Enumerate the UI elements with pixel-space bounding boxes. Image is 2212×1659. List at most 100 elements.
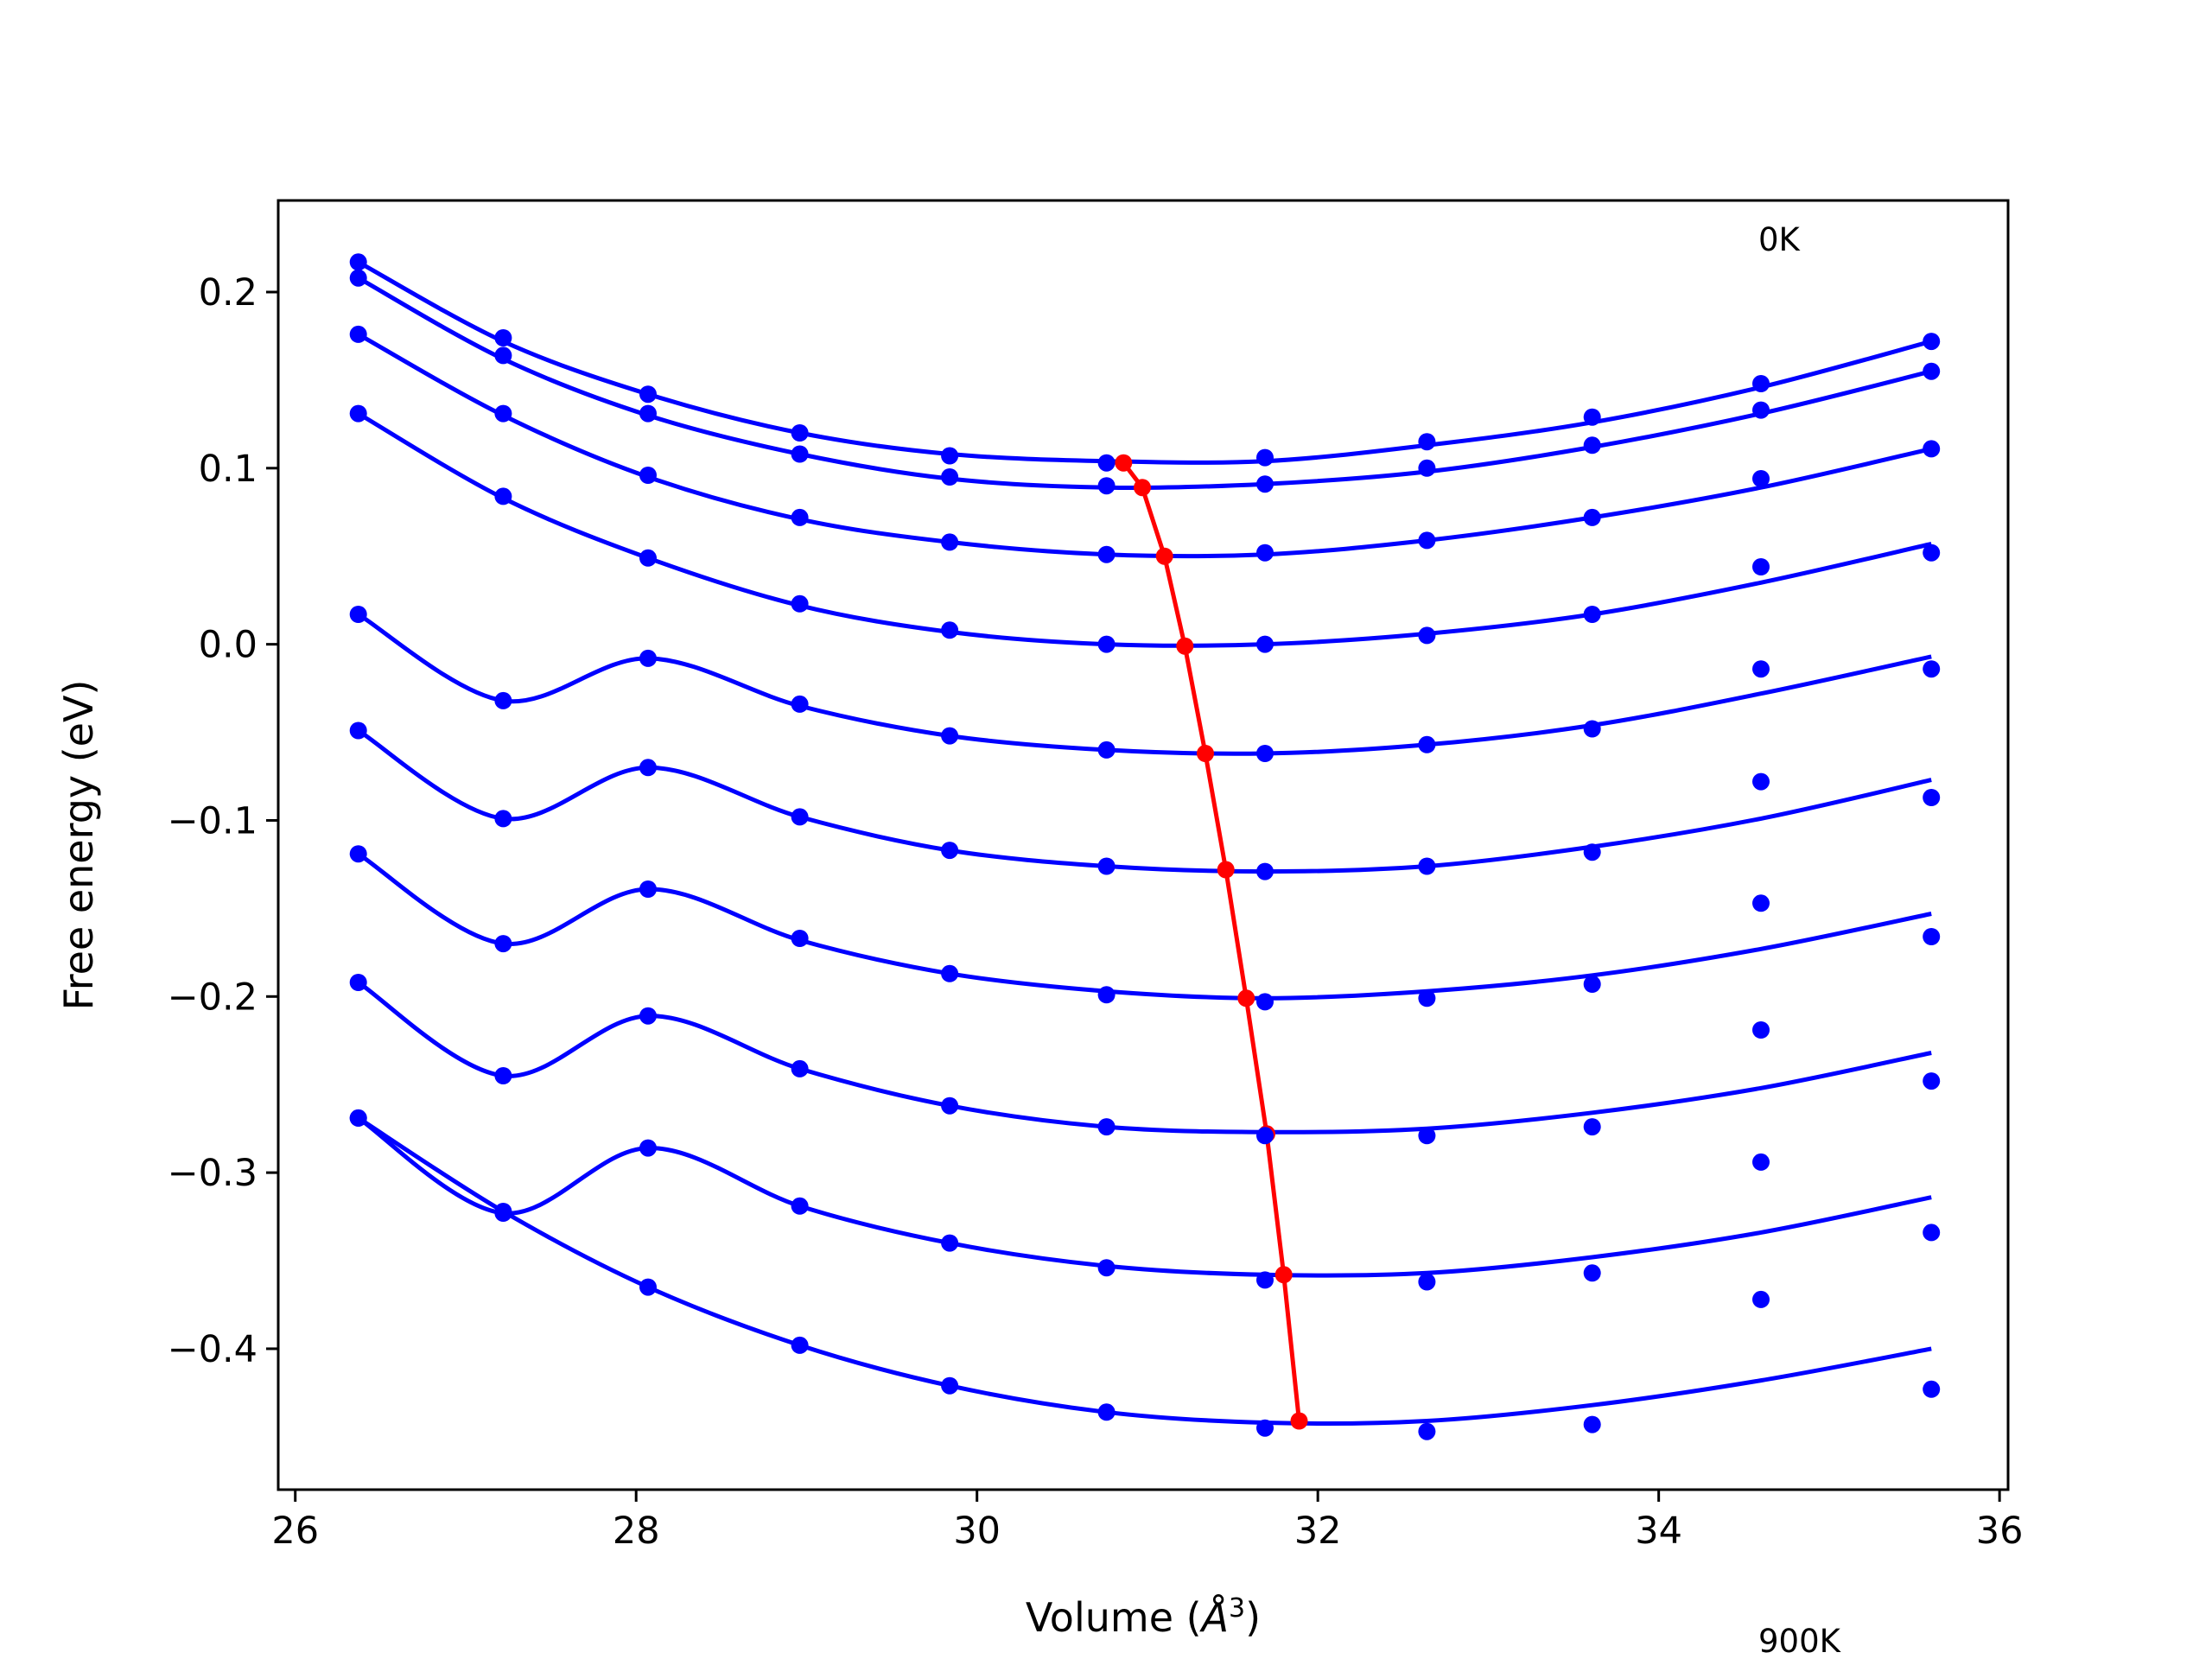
data-point (1097, 477, 1116, 495)
data-point (1418, 1422, 1436, 1440)
data-point (791, 1336, 809, 1354)
fit-curves (357, 260, 1932, 1427)
data-point (791, 808, 809, 826)
y-tick-label: −0.2 (168, 976, 257, 1019)
data-point (1583, 408, 1601, 426)
data-point (1418, 626, 1436, 645)
data-point (1752, 1021, 1770, 1039)
data-point (1583, 976, 1601, 993)
x-tick-label: 36 (1976, 1510, 2024, 1553)
data-point (1256, 543, 1274, 562)
x-axis-label-close: ) (1245, 1594, 1261, 1641)
minimum-point (1155, 547, 1173, 565)
data-point (1256, 993, 1274, 1011)
data-point (1923, 660, 1941, 678)
data-point (1583, 508, 1601, 526)
data-point (349, 845, 367, 863)
y-tick-label: −0.1 (168, 799, 257, 842)
data-point (1752, 660, 1770, 678)
data-point (1418, 989, 1436, 1007)
data-point (791, 1197, 809, 1215)
minimum-point (1176, 637, 1194, 655)
data-point (494, 1203, 512, 1220)
data-point (1097, 741, 1116, 759)
data-point (494, 404, 512, 423)
data-point (1583, 436, 1601, 454)
data-point (1097, 1403, 1116, 1421)
x-axis-label-text: Volume ( (1026, 1594, 1202, 1641)
data-point (1752, 1153, 1770, 1171)
minimum-point (1237, 989, 1255, 1007)
data-point (1418, 531, 1436, 550)
data-point (494, 329, 512, 346)
minimum-point (1274, 1266, 1293, 1284)
data-point (941, 1234, 959, 1252)
data-point (1923, 1072, 1941, 1090)
minimum-line (1122, 461, 1301, 1421)
data-point (1097, 986, 1116, 1004)
data-point (1256, 1127, 1274, 1145)
data-point (1583, 606, 1601, 623)
data-point (1256, 635, 1274, 653)
data-point (941, 1376, 959, 1395)
data-point (941, 1096, 959, 1115)
data-point (1752, 894, 1770, 912)
fit-curve-2 (357, 332, 1932, 559)
data-point (1256, 745, 1274, 762)
data-point (1097, 857, 1116, 875)
data-point (639, 549, 657, 567)
data-point (349, 1109, 367, 1127)
data-point (1583, 720, 1601, 738)
data-point (1256, 1271, 1274, 1289)
annotation-0k: 0K (1758, 221, 1802, 258)
fit-curve-7 (357, 980, 1932, 1135)
data-point (494, 346, 512, 365)
data-point (1923, 928, 1941, 945)
data-point (1923, 543, 1941, 562)
y-tick-label: −0.3 (168, 1152, 257, 1195)
data-point (1256, 1419, 1274, 1437)
x-tick-label: 32 (1294, 1510, 1342, 1553)
data-point (941, 842, 959, 860)
data-point (1752, 558, 1770, 575)
data-point (1923, 362, 1941, 380)
data-point (1752, 772, 1770, 791)
data-point (1923, 1224, 1941, 1242)
data-point (1097, 1118, 1116, 1136)
fit-curve-3 (357, 411, 1932, 648)
data-point (1752, 401, 1770, 419)
x-tick-label: 26 (271, 1510, 319, 1553)
data-point (349, 269, 367, 287)
data-point (1097, 454, 1116, 472)
data-point (1097, 635, 1116, 653)
data-point (791, 695, 809, 713)
data-point (1256, 475, 1274, 493)
data-point (1418, 1273, 1436, 1291)
data-point (1418, 1127, 1436, 1145)
x-axis-ticks: 26 28 30 32 34 36 (271, 1490, 2023, 1553)
data-point (1583, 1118, 1601, 1136)
x-tick-label: 34 (1635, 1510, 1682, 1553)
minimum-point (1217, 861, 1235, 879)
data-point (639, 1278, 657, 1296)
data-point (1923, 789, 1941, 806)
x-tick-label: 30 (953, 1510, 1001, 1553)
data-point (1583, 1415, 1601, 1433)
fit-curve-8 (357, 1116, 1932, 1278)
fit-curve-0 (357, 260, 1932, 465)
data-point (1752, 375, 1770, 392)
data-point (494, 810, 512, 828)
data-point (639, 880, 657, 898)
x-axis-label-unit: Å (1199, 1594, 1229, 1641)
data-point (349, 325, 367, 343)
minimum-curve (1115, 454, 1308, 1430)
data-point (639, 649, 657, 667)
data-point (494, 487, 512, 505)
data-point (1097, 545, 1116, 563)
data-point (639, 404, 657, 423)
data-point (791, 594, 809, 613)
data-point (639, 385, 657, 404)
data-point (1923, 1380, 1941, 1398)
data-point (1418, 433, 1436, 451)
